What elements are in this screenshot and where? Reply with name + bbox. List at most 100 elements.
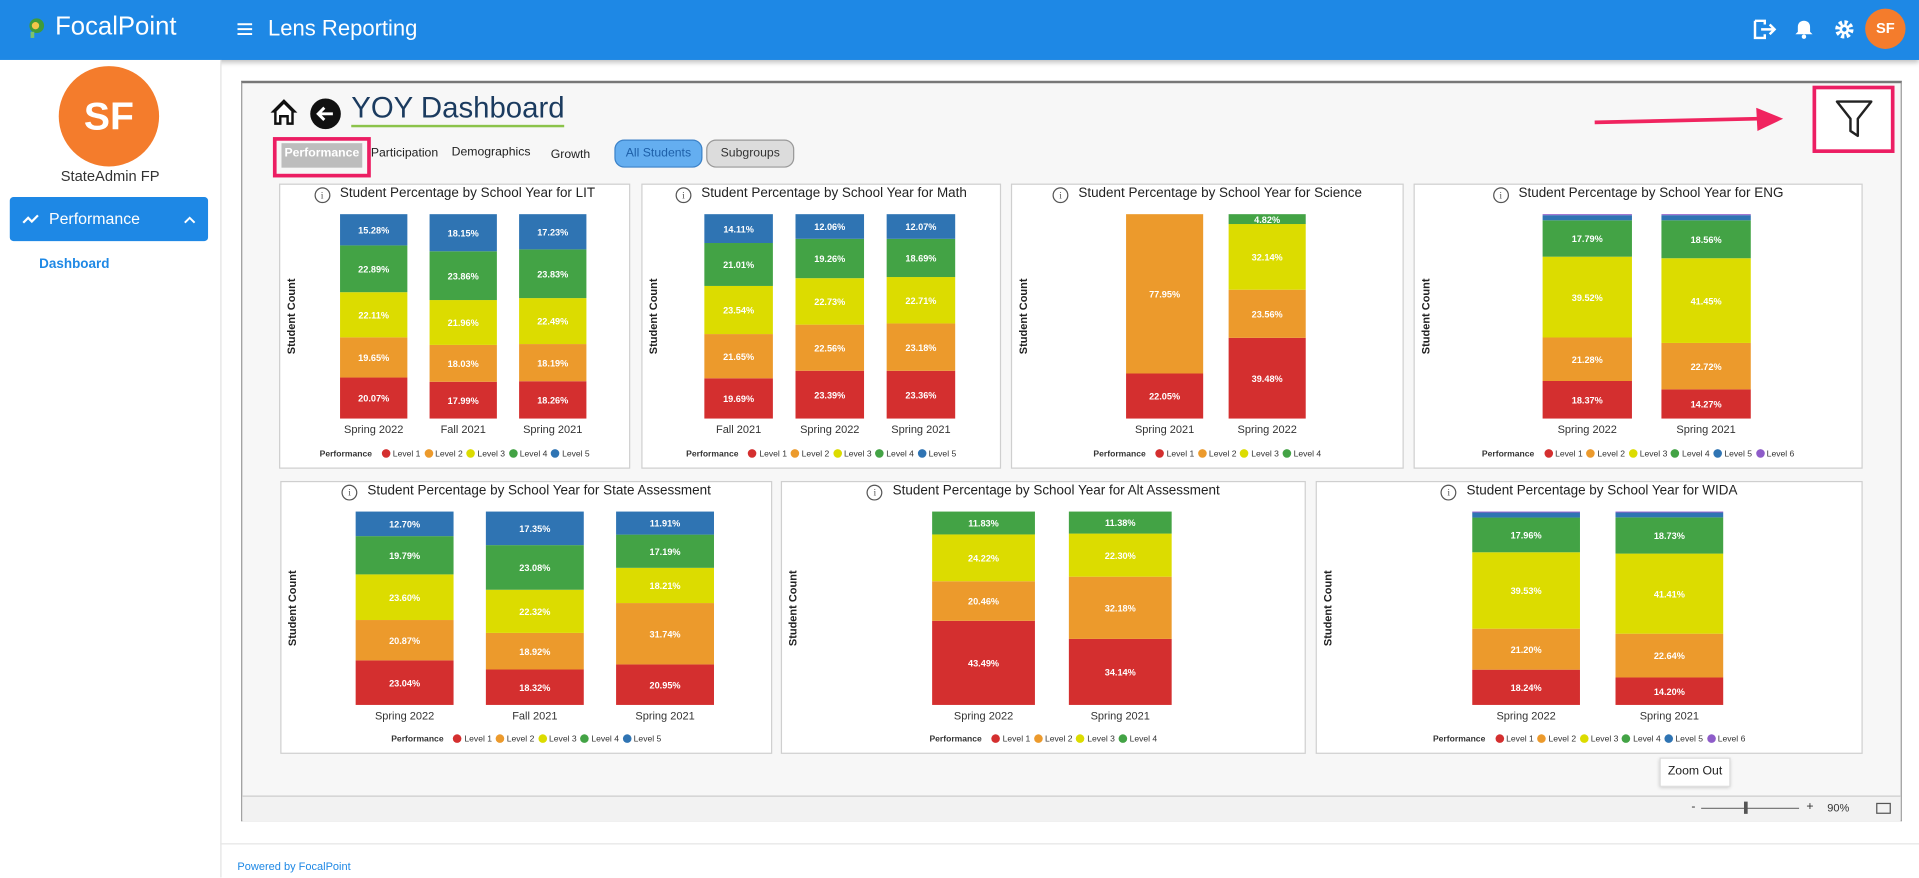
legend-swatch bbox=[1713, 449, 1722, 458]
legend-label: Level 4 bbox=[1129, 735, 1158, 745]
segment-label: 20.46% bbox=[968, 597, 999, 607]
legend-swatch bbox=[1671, 449, 1680, 458]
info-icon: i bbox=[675, 187, 692, 204]
zoom-minus[interactable]: - bbox=[1691, 800, 1696, 814]
legend-label: Level 4 bbox=[1633, 735, 1661, 745]
legend-swatch bbox=[1586, 449, 1595, 458]
legend-swatch bbox=[790, 449, 800, 458]
bar-segment bbox=[485, 589, 584, 633]
tab-performance[interactable]: Performance bbox=[281, 143, 363, 168]
legend-label: Level 4 bbox=[886, 450, 914, 459]
legend-label: Level 2 bbox=[435, 450, 463, 459]
notification-icon[interactable] bbox=[1795, 20, 1813, 40]
settings-icon[interactable] bbox=[1835, 20, 1855, 40]
legend-swatch bbox=[748, 449, 757, 458]
legend-swatch bbox=[580, 734, 589, 743]
bar-segment bbox=[1472, 669, 1580, 705]
legend-label: Level 5 bbox=[928, 450, 957, 459]
segment-label: 17.23% bbox=[537, 227, 568, 237]
segment-label: 18.15% bbox=[448, 228, 479, 238]
legend-label: Level 6 bbox=[1766, 450, 1795, 459]
legend-swatch bbox=[1706, 734, 1716, 743]
bar-segment bbox=[1661, 389, 1751, 419]
info-icon: i bbox=[1440, 484, 1457, 501]
bar-segment bbox=[616, 511, 714, 535]
bar-segment bbox=[616, 534, 714, 568]
zoom-plus[interactable]: + bbox=[1806, 800, 1814, 814]
brand[interactable]: FocalPoint bbox=[55, 12, 177, 41]
bar-segment bbox=[485, 632, 584, 670]
zoom-tooltip: Zoom Out bbox=[1659, 757, 1731, 787]
bar-segment bbox=[1661, 214, 1751, 216]
segment-label: 19.26% bbox=[814, 254, 845, 264]
submenu-dashboard[interactable]: Dashboard bbox=[39, 257, 110, 272]
segment-label: 22.73% bbox=[814, 297, 845, 307]
chart-title-text: Student Percentage by School Year for LI… bbox=[339, 186, 596, 201]
toggle-all-students[interactable]: All Students bbox=[614, 139, 703, 168]
chart-panel: i Student Percentage by School Year for W… bbox=[1315, 480, 1863, 754]
segment-label: 21.28% bbox=[1572, 355, 1603, 365]
segment-label: 18.69% bbox=[905, 254, 936, 264]
segment-label: 17.79% bbox=[1572, 234, 1603, 244]
legend-swatch bbox=[1544, 449, 1553, 458]
segment-label: 39.48% bbox=[1252, 374, 1283, 384]
segment-label: 34.14% bbox=[1105, 668, 1136, 678]
legend-swatch bbox=[1628, 449, 1638, 458]
zoom-slider[interactable] bbox=[1701, 807, 1800, 809]
tab-participation[interactable]: Participation bbox=[370, 146, 439, 161]
logout-icon[interactable] bbox=[1753, 18, 1777, 40]
filter-icon bbox=[1835, 100, 1873, 138]
menu-performance[interactable]: Performance bbox=[9, 197, 209, 242]
legend-label: Level 2 bbox=[1044, 735, 1073, 745]
segment-label: 23.54% bbox=[723, 306, 754, 316]
filter-button[interactable] bbox=[1812, 85, 1895, 153]
segment-label: 18.03% bbox=[448, 359, 479, 369]
chart-title: i Student Percentage by School Year for A… bbox=[782, 483, 1305, 501]
tab-demographics[interactable]: Demographics bbox=[451, 145, 531, 160]
segment-label: 4.82% bbox=[1254, 215, 1280, 225]
y-axis-label: Student Count bbox=[287, 570, 299, 646]
bar-segment bbox=[886, 323, 956, 371]
legend-swatch bbox=[1076, 734, 1085, 743]
bar-segment bbox=[1615, 633, 1724, 678]
legend-label: Level 1 bbox=[1555, 450, 1583, 459]
legend-title: Performance bbox=[929, 735, 982, 745]
bar-segment bbox=[932, 511, 1035, 535]
info-icon: i bbox=[1052, 187, 1069, 204]
segment-label: 18.32% bbox=[519, 683, 550, 693]
segment-label: 18.37% bbox=[1572, 395, 1603, 405]
legend-swatch bbox=[622, 734, 632, 743]
legend: Performance Level 1 Level 2 Level 3 Level 4 bbox=[1012, 449, 1402, 459]
zoom-thumb[interactable] bbox=[1743, 801, 1748, 814]
legend-title: Performance bbox=[1093, 450, 1146, 459]
pointer-arrow bbox=[1594, 107, 1784, 131]
bar-segment bbox=[795, 370, 865, 419]
bar-segment bbox=[355, 511, 454, 537]
legend-swatch bbox=[551, 449, 560, 458]
bar-segment bbox=[886, 370, 956, 419]
legend-swatch bbox=[1622, 734, 1631, 743]
collapse-icon[interactable] bbox=[184, 215, 196, 224]
home-icon[interactable] bbox=[269, 98, 298, 126]
toggle-subgroups[interactable]: Subgroups bbox=[706, 139, 795, 168]
tab-highlight bbox=[272, 137, 371, 178]
segment-label: 23.56% bbox=[1252, 309, 1283, 319]
segment-label: 18.73% bbox=[1654, 531, 1685, 541]
x-tick-label: Spring 2021 bbox=[1640, 711, 1699, 723]
bar-segment bbox=[704, 285, 773, 335]
legend-swatch bbox=[538, 734, 547, 743]
back-icon[interactable] bbox=[310, 98, 342, 130]
legend-title: Performance bbox=[391, 735, 444, 745]
tab-growth[interactable]: Growth bbox=[550, 148, 591, 162]
segment-label: 18.21% bbox=[650, 581, 681, 591]
segment-label: 14.11% bbox=[723, 224, 754, 234]
chart-title-text: Student Percentage by School Year for EN… bbox=[1518, 186, 1784, 201]
menu-icon[interactable] bbox=[237, 22, 254, 37]
bar-segment bbox=[1068, 533, 1172, 577]
segment-label: 22.71% bbox=[905, 296, 936, 306]
fit-page-icon[interactable] bbox=[1876, 802, 1891, 814]
segment-label: 20.95% bbox=[650, 680, 681, 690]
user-avatar[interactable]: SF bbox=[1865, 8, 1906, 49]
x-tick-label: Spring 2022 bbox=[375, 711, 434, 723]
bar-segment bbox=[1472, 511, 1580, 513]
